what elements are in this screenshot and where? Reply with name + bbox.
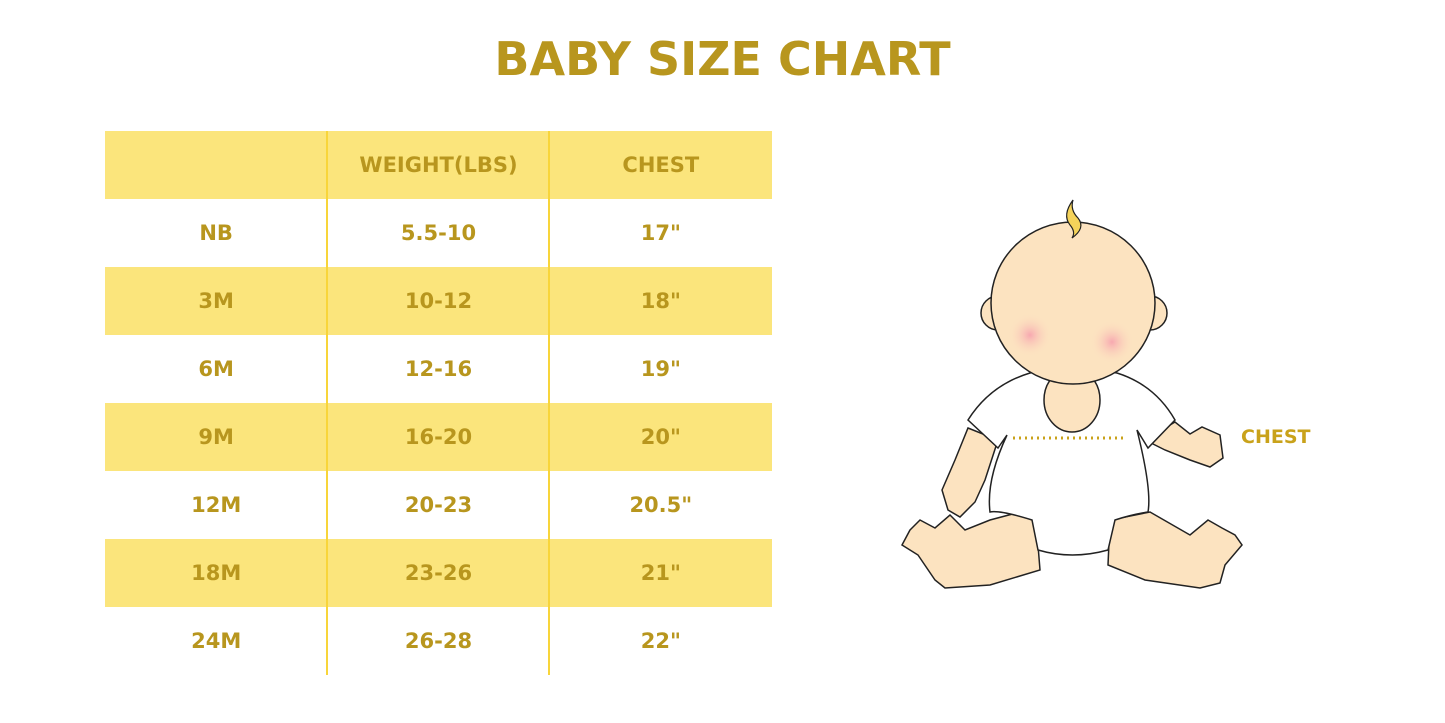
table-row: 3M 10-12 18"	[105, 267, 772, 335]
cell-size: 9M	[198, 425, 234, 449]
right-leg	[1107, 511, 1243, 589]
cell-chest: 21"	[640, 561, 681, 585]
cell-size: NB	[199, 221, 233, 245]
table-header-row: WEIGHT(LBS) CHEST	[105, 131, 772, 199]
table-row: 6M 12-16 19"	[105, 335, 772, 403]
table-row: 24M 26-28 22"	[105, 607, 772, 675]
header-weight: WEIGHT(LBS)	[359, 153, 518, 177]
head	[990, 221, 1156, 385]
cell-size: 3M	[198, 289, 234, 313]
left-leg	[901, 507, 1041, 589]
size-table: WEIGHT(LBS) CHEST NB 5.5-10 17" 3M 10-12…	[105, 131, 772, 675]
cell-size: 18M	[191, 561, 242, 585]
cell-size: 12M	[191, 493, 242, 517]
cell-chest: 19"	[640, 357, 681, 381]
left-cheek	[1008, 313, 1052, 357]
table-row: 18M 23-26 21"	[105, 539, 772, 607]
table-row: 9M 16-20 20"	[105, 403, 772, 471]
onesie	[967, 368, 1176, 556]
baby-illustration	[901, 199, 1243, 589]
table-row: 12M 20-23 20.5"	[105, 471, 772, 539]
header-chest: CHEST	[622, 153, 700, 177]
cell-weight: 16-20	[404, 425, 473, 449]
right-arm	[1143, 421, 1224, 468]
cell-chest: 22"	[640, 629, 681, 653]
cell-weight: 5.5-10	[400, 221, 477, 245]
chest-label: CHEST	[1241, 426, 1311, 448]
table-row: NB 5.5-10 17"	[105, 199, 772, 267]
hair-tuft	[1066, 199, 1082, 239]
cell-chest: 20"	[640, 425, 681, 449]
cell-weight: 10-12	[404, 289, 473, 313]
cell-size: 24M	[191, 629, 242, 653]
column-divider	[548, 131, 550, 675]
right-cheek	[1090, 320, 1134, 364]
cell-chest: 18"	[640, 289, 681, 313]
page-title: BABY SIZE CHART	[494, 32, 951, 86]
cell-chest: 20.5"	[629, 493, 693, 517]
cell-chest: 17"	[640, 221, 681, 245]
cell-weight: 12-16	[404, 357, 473, 381]
left-arm	[941, 427, 999, 518]
column-divider	[326, 131, 328, 675]
cell-weight: 26-28	[404, 629, 473, 653]
cell-weight: 20-23	[404, 493, 473, 517]
cell-size: 6M	[198, 357, 234, 381]
cell-weight: 23-26	[404, 561, 473, 585]
